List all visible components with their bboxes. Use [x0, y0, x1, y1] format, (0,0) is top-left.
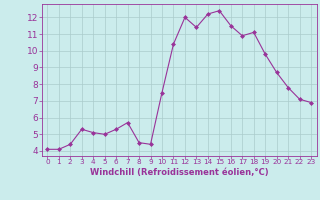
X-axis label: Windchill (Refroidissement éolien,°C): Windchill (Refroidissement éolien,°C): [90, 168, 268, 177]
